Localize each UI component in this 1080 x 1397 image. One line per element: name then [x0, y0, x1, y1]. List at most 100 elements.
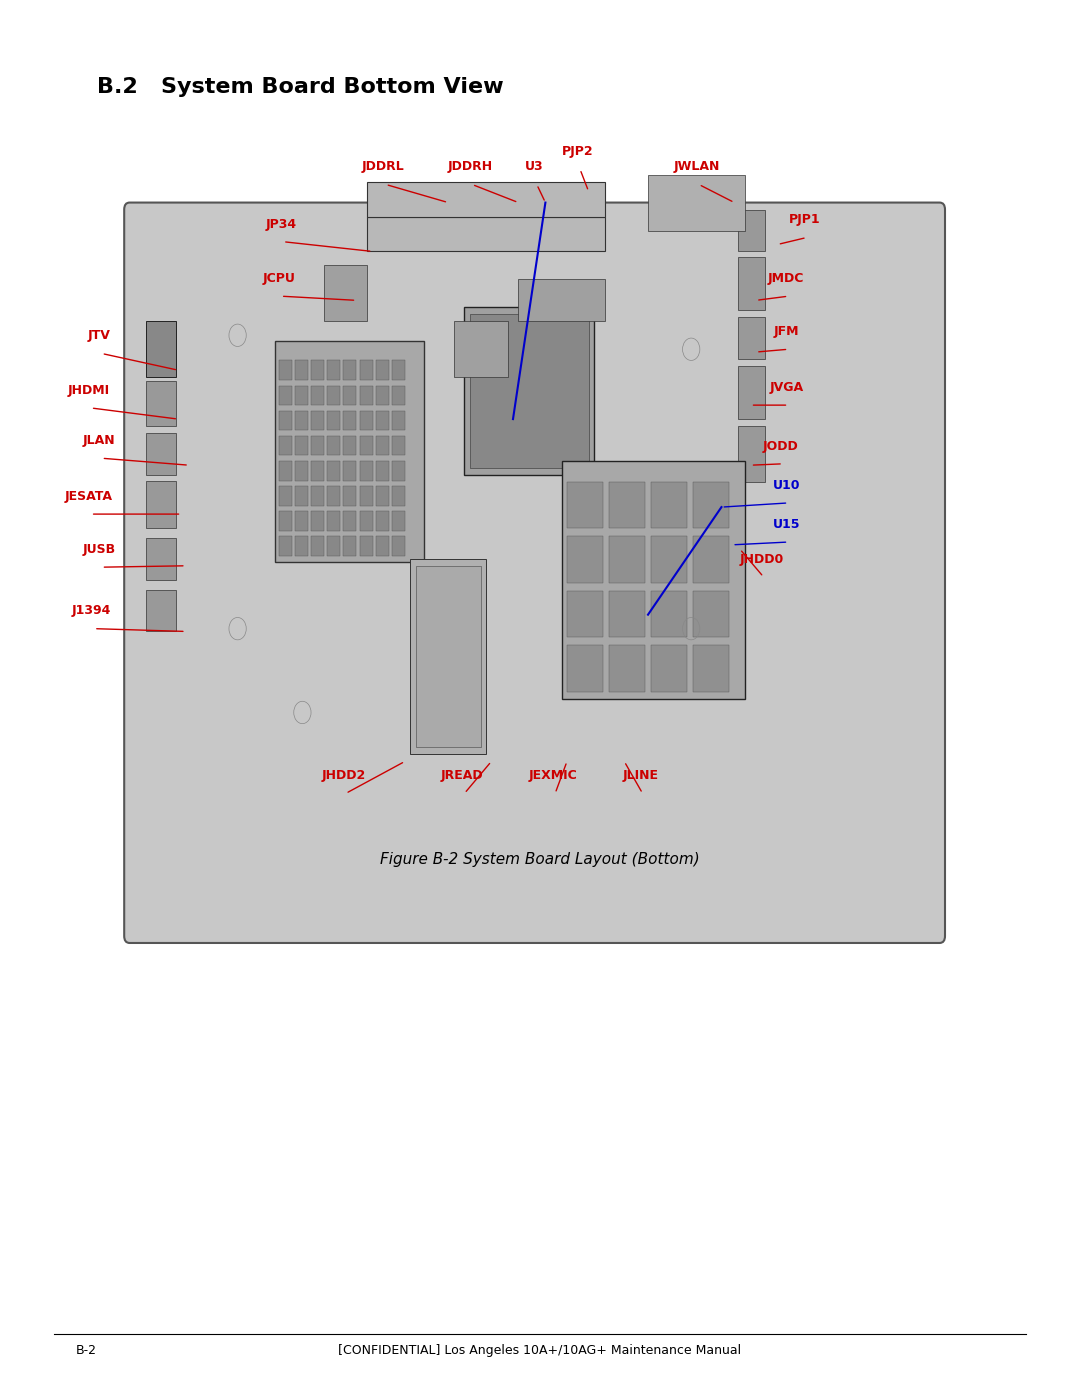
Bar — [327, 436, 340, 455]
Bar — [295, 461, 308, 481]
Bar — [295, 511, 308, 531]
Bar — [311, 486, 324, 506]
Bar — [392, 461, 405, 481]
Bar — [360, 386, 373, 405]
Bar — [738, 257, 765, 310]
Text: JREAD: JREAD — [441, 770, 484, 782]
Bar — [392, 360, 405, 380]
Bar — [327, 511, 340, 531]
Bar — [279, 386, 292, 405]
Text: JFM: JFM — [773, 326, 799, 338]
Text: JHDD0: JHDD0 — [740, 553, 783, 566]
Bar — [295, 436, 308, 455]
Text: JDDRH: JDDRH — [447, 161, 492, 173]
Bar — [376, 511, 389, 531]
Bar — [392, 411, 405, 430]
Text: JWLAN: JWLAN — [674, 161, 719, 173]
Text: JUSB: JUSB — [83, 543, 116, 556]
Bar — [410, 559, 486, 754]
Bar — [376, 436, 389, 455]
Bar — [279, 461, 292, 481]
Bar — [562, 461, 745, 698]
Text: PJP1: PJP1 — [788, 214, 821, 226]
Bar — [567, 591, 603, 637]
Text: JHDD2: JHDD2 — [322, 770, 365, 782]
Text: JVGA: JVGA — [769, 381, 804, 394]
Bar — [518, 279, 605, 321]
Bar — [146, 538, 176, 580]
Text: JP34: JP34 — [266, 218, 296, 231]
Bar — [295, 486, 308, 506]
Bar — [343, 511, 356, 531]
Bar — [311, 511, 324, 531]
Text: JLINE: JLINE — [622, 770, 659, 782]
Bar — [311, 536, 324, 556]
Bar — [376, 386, 389, 405]
Text: JEXMIC: JEXMIC — [528, 770, 578, 782]
Bar — [279, 436, 292, 455]
Bar — [343, 360, 356, 380]
Bar — [738, 317, 765, 359]
Bar — [343, 386, 356, 405]
Bar — [295, 386, 308, 405]
Bar — [327, 411, 340, 430]
Bar — [146, 481, 176, 528]
Text: JCPU: JCPU — [262, 272, 295, 285]
Bar — [392, 536, 405, 556]
Text: JESATA: JESATA — [65, 490, 112, 503]
Text: Figure B-2 System Board Layout (Bottom): Figure B-2 System Board Layout (Bottom) — [380, 852, 700, 866]
Bar — [343, 486, 356, 506]
Bar — [738, 366, 765, 419]
Bar — [464, 307, 594, 475]
Bar — [343, 461, 356, 481]
Bar — [648, 175, 745, 231]
Bar — [311, 436, 324, 455]
Bar — [392, 436, 405, 455]
Bar — [567, 645, 603, 692]
Bar — [311, 386, 324, 405]
Bar — [279, 536, 292, 556]
Bar — [609, 645, 645, 692]
Bar — [738, 210, 765, 251]
Text: U10: U10 — [772, 479, 800, 492]
Bar — [311, 461, 324, 481]
Bar — [367, 182, 605, 217]
Bar — [651, 482, 687, 528]
Bar — [470, 314, 589, 468]
Text: JTV: JTV — [87, 330, 111, 342]
Bar — [567, 536, 603, 583]
Bar — [693, 591, 729, 637]
Text: JHDMI: JHDMI — [67, 384, 110, 397]
Bar — [327, 536, 340, 556]
Bar — [343, 411, 356, 430]
Bar — [416, 566, 481, 747]
Bar — [360, 360, 373, 380]
Bar — [376, 411, 389, 430]
Bar — [376, 536, 389, 556]
Bar — [327, 360, 340, 380]
Text: JMDC: JMDC — [768, 272, 805, 285]
Bar — [146, 590, 176, 631]
Bar — [146, 321, 176, 377]
Bar — [324, 265, 367, 321]
Bar — [311, 360, 324, 380]
Bar — [146, 381, 176, 426]
Bar — [609, 482, 645, 528]
Bar — [360, 486, 373, 506]
Bar — [360, 511, 373, 531]
Bar — [693, 482, 729, 528]
Bar — [279, 411, 292, 430]
Text: B-2: B-2 — [76, 1344, 96, 1358]
Bar — [392, 511, 405, 531]
Bar — [651, 645, 687, 692]
Bar — [609, 536, 645, 583]
Bar — [327, 486, 340, 506]
Bar — [279, 486, 292, 506]
Bar — [146, 433, 176, 475]
Bar — [295, 536, 308, 556]
Text: U15: U15 — [772, 518, 800, 531]
Bar — [376, 461, 389, 481]
Bar — [295, 360, 308, 380]
Bar — [738, 426, 765, 482]
Bar — [651, 591, 687, 637]
